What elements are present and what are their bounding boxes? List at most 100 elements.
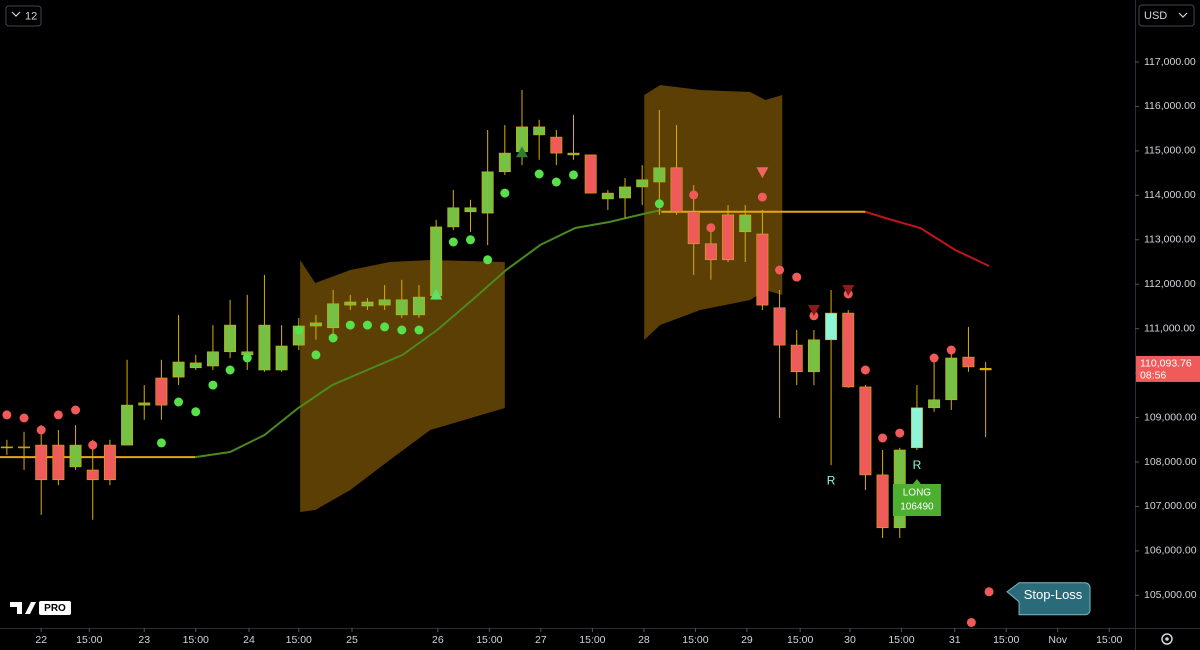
sar-dot bbox=[775, 265, 785, 275]
interval-button[interactable]: 12 bbox=[5, 5, 42, 27]
sar-dot bbox=[225, 365, 235, 375]
sar-dot bbox=[345, 320, 355, 330]
signal-triangle bbox=[430, 288, 443, 300]
x-tick-label: 31 bbox=[949, 634, 961, 646]
candle-body bbox=[121, 404, 134, 446]
x-tick-label: 26 bbox=[432, 634, 444, 646]
sar-dot bbox=[242, 353, 252, 363]
sar-dot bbox=[534, 169, 544, 179]
gear-icon[interactable] bbox=[1161, 633, 1173, 645]
sar-dot bbox=[53, 410, 63, 420]
x-tick-label: 25 bbox=[346, 634, 358, 646]
x-tick-label: 15:00 bbox=[286, 634, 312, 646]
candle-body bbox=[138, 402, 151, 406]
x-tick-label: 15:00 bbox=[476, 634, 502, 646]
currency-box[interactable] bbox=[1138, 4, 1195, 27]
candle-body bbox=[756, 233, 769, 306]
y-tick-label: 109,000.00 bbox=[1144, 411, 1197, 423]
candle-body bbox=[962, 356, 975, 368]
sar-dot bbox=[414, 325, 424, 335]
countdown-label: 08:56 bbox=[1140, 370, 1166, 382]
settings-button[interactable] bbox=[1161, 633, 1173, 645]
x-tick-label: 15:00 bbox=[1096, 634, 1122, 646]
sar-dot bbox=[966, 617, 976, 627]
candle-body bbox=[498, 152, 511, 173]
x-tick-label: 23 bbox=[138, 634, 150, 646]
y-tick-label: 113,000.00 bbox=[1144, 234, 1196, 246]
candle-body bbox=[790, 344, 803, 373]
stop-callout bbox=[1006, 582, 1091, 616]
logo-text: PRO bbox=[44, 603, 66, 614]
x-tick-label: 15:00 bbox=[579, 634, 605, 646]
candle-body bbox=[722, 214, 735, 261]
sar-dot bbox=[551, 177, 561, 187]
x-tick-label: 15:00 bbox=[76, 634, 102, 646]
y-tick-label: 107,000.00 bbox=[1144, 500, 1197, 512]
sar-dot bbox=[88, 440, 98, 450]
candle-body bbox=[155, 377, 168, 406]
sar-dot bbox=[946, 345, 956, 355]
candle-body bbox=[378, 299, 391, 306]
interval-label: 12 bbox=[25, 10, 37, 22]
sar-dot bbox=[465, 235, 475, 245]
candle-body bbox=[309, 322, 322, 327]
sar-dot bbox=[792, 272, 802, 282]
sar-dot bbox=[191, 407, 201, 417]
y-tick-label: 106,000.00 bbox=[1144, 545, 1197, 557]
candle-body bbox=[807, 339, 820, 373]
last-price-box bbox=[1136, 355, 1200, 382]
candle-body bbox=[172, 361, 185, 378]
sar-dot bbox=[19, 413, 29, 423]
interval-box[interactable] bbox=[5, 5, 42, 27]
chevron bbox=[11, 11, 21, 17]
sar-dot bbox=[757, 192, 767, 202]
y-tick-label: 111,000.00 bbox=[1144, 322, 1195, 334]
candle-body bbox=[704, 243, 717, 261]
candle-body bbox=[447, 207, 460, 228]
currency-button[interactable]: USD bbox=[1138, 4, 1195, 27]
long-title: LONG bbox=[903, 488, 932, 499]
x-tick-label: 27 bbox=[535, 634, 547, 646]
x-tick-label: 15:00 bbox=[183, 634, 209, 646]
y-tick-label: 116,000.00 bbox=[1144, 100, 1196, 112]
logo-mark bbox=[10, 602, 36, 614]
candle-body bbox=[533, 126, 546, 136]
candle-body bbox=[876, 474, 889, 529]
sar-dot bbox=[984, 587, 994, 597]
last-price-label: 110,093.76 bbox=[1140, 358, 1192, 370]
sar-dot bbox=[71, 405, 81, 415]
candle-body bbox=[430, 226, 443, 297]
long-callout bbox=[892, 479, 941, 516]
candle-body bbox=[413, 296, 425, 316]
moving-average bbox=[195, 209, 662, 459]
y-tick-label: 117,000.00 bbox=[1144, 56, 1196, 68]
candle-body bbox=[636, 179, 649, 188]
candle-body bbox=[103, 444, 116, 481]
sar-dot bbox=[328, 333, 338, 343]
reversal-label: R bbox=[827, 473, 836, 487]
moving-average bbox=[865, 210, 990, 267]
y-tick-label: 115,000.00 bbox=[1144, 145, 1196, 157]
long-price: 106490 bbox=[900, 502, 934, 513]
sar-dot bbox=[895, 428, 905, 438]
sar-dot bbox=[448, 237, 458, 247]
sar-dot bbox=[569, 170, 579, 180]
candle-body bbox=[619, 186, 631, 199]
signal-triangle bbox=[515, 146, 528, 158]
candle-body bbox=[670, 167, 683, 213]
candle-body bbox=[653, 167, 666, 183]
logo-badge bbox=[39, 601, 71, 615]
plot-area: R R LONG 106490 Stop-Loss bbox=[0, 85, 1091, 627]
candle-body bbox=[910, 407, 923, 449]
signal-triangle bbox=[842, 285, 855, 296]
x-tick-label: 29 bbox=[741, 634, 753, 646]
candle-body bbox=[584, 154, 597, 194]
candle-body bbox=[550, 136, 563, 154]
candle-body bbox=[206, 351, 219, 367]
sar-dot bbox=[397, 325, 407, 335]
chevron bbox=[1178, 12, 1188, 18]
sar-dot bbox=[294, 325, 304, 335]
candle-body bbox=[739, 214, 752, 233]
currency-label: USD bbox=[1144, 10, 1167, 22]
sar-dot bbox=[174, 397, 184, 407]
